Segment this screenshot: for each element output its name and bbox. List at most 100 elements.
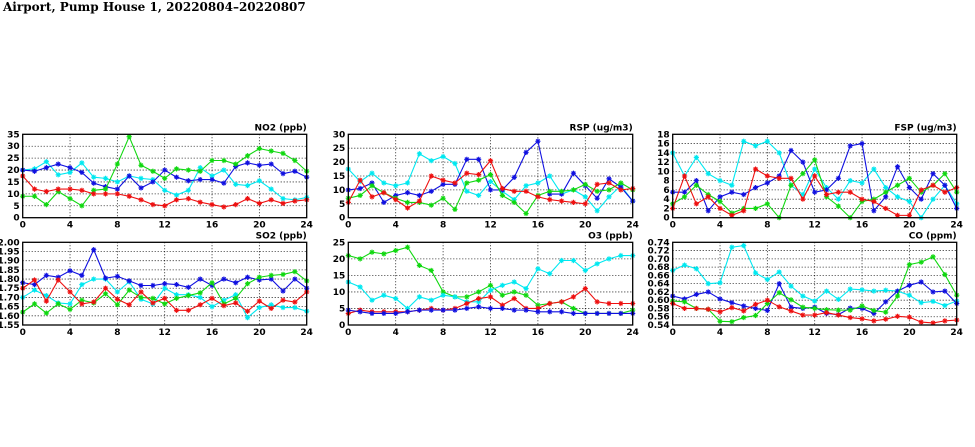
data-point-cyan bbox=[185, 187, 191, 193]
y-tick-label: 1.95 bbox=[0, 247, 20, 257]
data-point-blue bbox=[606, 176, 612, 182]
data-point-blue bbox=[594, 310, 600, 317]
data-point-green bbox=[31, 193, 38, 199]
data-point-blue bbox=[43, 272, 49, 278]
y-tick-label: 20 bbox=[7, 166, 20, 176]
data-point-cyan bbox=[292, 304, 298, 311]
data-point-blue bbox=[452, 307, 458, 313]
data-point-blue bbox=[476, 156, 482, 162]
data-point-cyan bbox=[705, 171, 711, 177]
data-point-blue bbox=[511, 307, 517, 313]
x-tick-label: 24 bbox=[300, 328, 313, 338]
data-point-cyan bbox=[102, 175, 109, 181]
x-tick-label: 0 bbox=[20, 221, 26, 231]
data-point-green bbox=[693, 182, 699, 188]
data-point-red bbox=[942, 318, 948, 324]
data-point-cyan bbox=[693, 154, 699, 161]
data-point-cyan bbox=[764, 138, 770, 144]
data-point-red bbox=[393, 197, 399, 203]
y-tick-label: 5 bbox=[339, 304, 345, 314]
chart-3: 1.551.601.651.701.751.801.851.901.952.00… bbox=[0, 231, 313, 338]
data-point-red bbox=[752, 166, 759, 172]
data-point-green bbox=[102, 291, 109, 297]
y-tick-label: 1.60 bbox=[0, 312, 20, 322]
data-point-red bbox=[91, 191, 97, 197]
data-point-blue bbox=[499, 305, 505, 312]
data-point-cyan bbox=[67, 169, 73, 176]
data-point-red bbox=[883, 205, 889, 212]
data-point-blue bbox=[209, 282, 215, 289]
y-tick-label: 15 bbox=[333, 271, 346, 281]
y-tick-label: 0.72 bbox=[647, 247, 669, 257]
data-point-red bbox=[693, 201, 699, 207]
data-point-green bbox=[452, 206, 458, 212]
data-point-red bbox=[800, 312, 806, 318]
y-tick-label: 1.80 bbox=[0, 275, 20, 285]
data-point-red bbox=[292, 299, 298, 305]
data-point-red bbox=[618, 187, 624, 193]
data-point-red bbox=[268, 197, 274, 203]
data-point-blue bbox=[741, 303, 747, 309]
data-point-cyan bbox=[812, 298, 818, 304]
data-point-blue bbox=[31, 281, 38, 288]
data-point-green bbox=[91, 187, 97, 193]
data-point-green bbox=[487, 172, 494, 178]
data-point-red bbox=[594, 181, 600, 187]
data-point-cyan bbox=[440, 153, 446, 160]
y-tick-label: 25 bbox=[7, 154, 20, 164]
data-point-green bbox=[31, 301, 38, 307]
data-point-green bbox=[440, 289, 446, 295]
data-point-green bbox=[150, 295, 156, 301]
plot-frame bbox=[347, 133, 634, 219]
data-point-blue bbox=[764, 180, 770, 186]
data-point-red bbox=[835, 189, 841, 195]
data-point-cyan bbox=[705, 281, 711, 287]
data-point-cyan bbox=[681, 262, 688, 268]
data-point-blue bbox=[150, 179, 156, 185]
y-tick-label: 8 bbox=[663, 177, 669, 187]
data-point-red bbox=[138, 197, 144, 203]
data-point-red bbox=[871, 198, 877, 205]
data-point-green bbox=[487, 282, 494, 288]
data-point-green bbox=[847, 307, 853, 313]
chart-title: O3 (ppb) bbox=[588, 231, 633, 241]
y-tick-label: 20 bbox=[333, 255, 346, 265]
data-point-red bbox=[416, 198, 422, 204]
data-point-blue bbox=[244, 160, 251, 166]
data-point-red bbox=[79, 187, 85, 193]
data-point-cyan bbox=[369, 170, 375, 176]
data-point-red bbox=[150, 300, 156, 306]
data-point-blue bbox=[381, 310, 387, 317]
chart-title: FSP (ug/m3) bbox=[894, 123, 956, 133]
data-point-green bbox=[800, 304, 806, 310]
data-point-blue bbox=[185, 178, 191, 184]
y-tick-label: 6 bbox=[663, 186, 669, 196]
data-point-cyan bbox=[859, 180, 865, 186]
x-tick-label: 24 bbox=[626, 328, 639, 338]
data-point-blue bbox=[268, 276, 274, 282]
data-point-blue bbox=[381, 199, 387, 206]
x-tick-label: 12 bbox=[484, 221, 497, 231]
x-tick-label: 20 bbox=[253, 221, 266, 231]
data-point-cyan bbox=[197, 165, 203, 171]
x-tick-label: 20 bbox=[903, 221, 916, 231]
data-point-blue bbox=[729, 189, 735, 195]
data-point-red bbox=[280, 200, 286, 207]
data-point-cyan bbox=[752, 143, 759, 149]
data-point-blue bbox=[357, 309, 363, 315]
x-tick-label: 12 bbox=[808, 221, 821, 231]
data-point-green bbox=[197, 168, 203, 174]
data-point-red bbox=[800, 196, 806, 202]
data-point-cyan bbox=[487, 178, 494, 185]
data-point-green bbox=[209, 280, 215, 286]
data-point-cyan bbox=[883, 184, 889, 191]
data-point-green bbox=[126, 134, 132, 140]
data-point-green bbox=[440, 195, 446, 201]
data-point-green bbox=[268, 272, 274, 278]
data-point-green bbox=[393, 247, 399, 254]
y-tick-label: 1.75 bbox=[0, 284, 20, 294]
data-point-red bbox=[535, 194, 541, 200]
data-point-cyan bbox=[582, 194, 588, 200]
data-point-cyan bbox=[428, 297, 434, 303]
data-point-green bbox=[464, 180, 470, 186]
